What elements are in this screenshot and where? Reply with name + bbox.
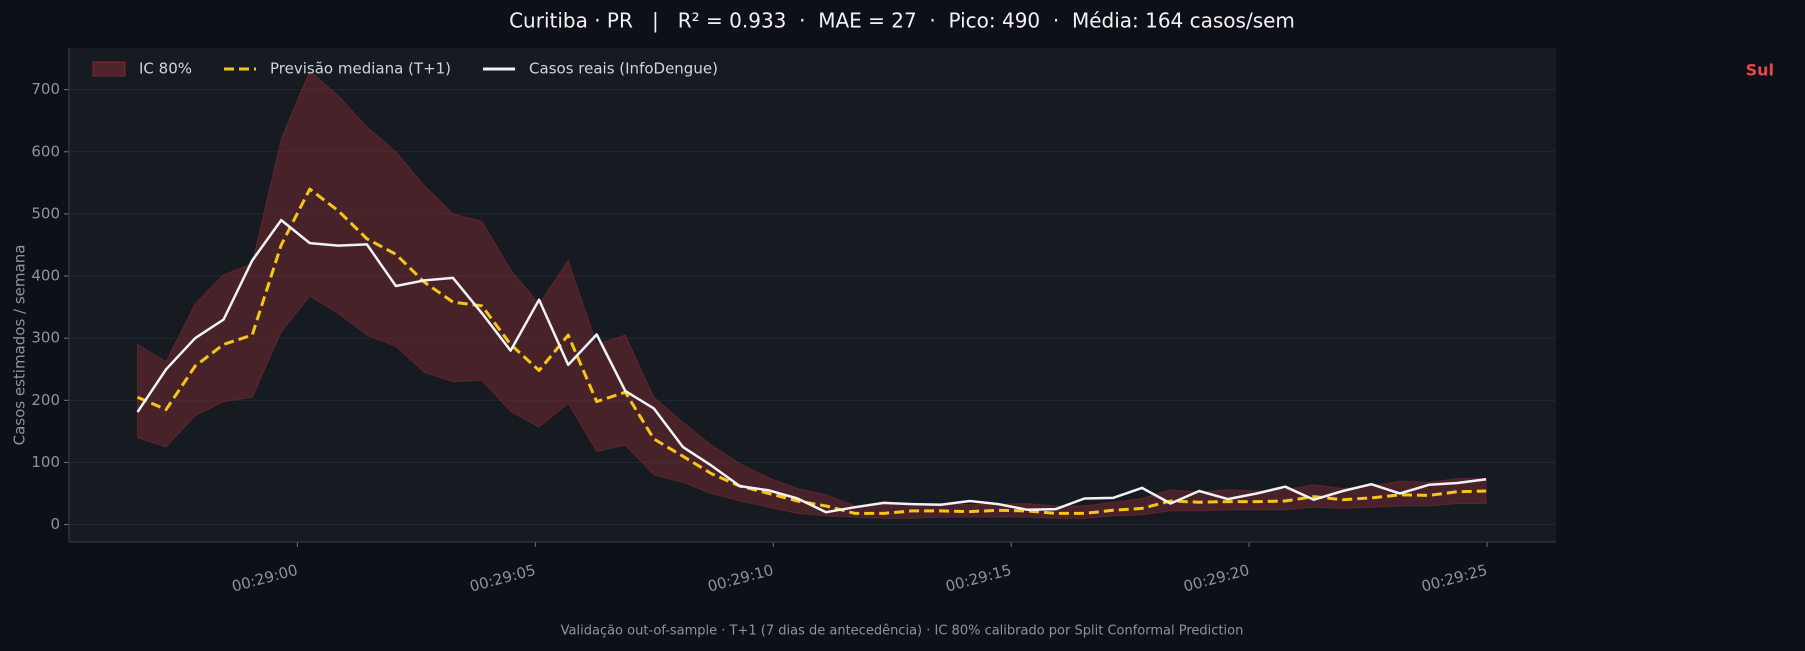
footer: Validação out-of-sample · T+1 (7 dias de… xyxy=(561,624,1244,639)
legend-swatch xyxy=(92,61,126,77)
annotation: Sul xyxy=(1746,61,1774,80)
y-tick-label: 300 xyxy=(31,329,60,347)
legend-label: IC 80% xyxy=(139,60,192,78)
legend-label: Casos reais (InfoDengue) xyxy=(529,60,718,78)
y-tick-label: 700 xyxy=(31,80,60,98)
y-tick-label: 400 xyxy=(31,267,60,285)
legend-label: Previsão mediana (T+1) xyxy=(270,60,451,78)
y-tick-label: 600 xyxy=(31,142,60,160)
y-tick-label: 100 xyxy=(31,453,60,471)
forecast-line xyxy=(136,187,1487,515)
chart-title: Curitiba · PR | R² = 0.933 · MAE = 27 · … xyxy=(509,9,1295,33)
actual-line xyxy=(136,218,1487,514)
y-tick-label: 200 xyxy=(31,391,60,409)
confidence-band xyxy=(137,70,1487,519)
y-tick-label: 0 xyxy=(50,515,60,533)
y-tick-label: 500 xyxy=(31,204,60,222)
y-axis-label: Casos estimados / semana xyxy=(11,245,29,446)
